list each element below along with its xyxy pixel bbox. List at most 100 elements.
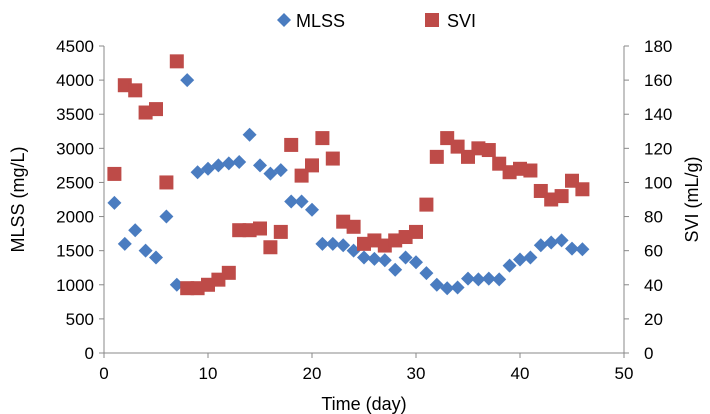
x-tick-label: 50 [615, 364, 634, 383]
mlss-point [450, 280, 465, 295]
mlss-point [523, 250, 538, 265]
y2-tick-label: 160 [644, 71, 672, 90]
x-tick-label: 40 [511, 364, 530, 383]
legend-svi-marker [425, 13, 439, 27]
mlss-point [565, 241, 579, 256]
mlss-point [544, 235, 559, 250]
svi-point [159, 175, 174, 190]
legend-mlss-label: MLSS [296, 11, 345, 31]
y-tick-label: 2000 [56, 208, 94, 227]
mlss-point [481, 271, 496, 286]
y2-tick-label: 100 [644, 173, 672, 192]
svi-point [149, 102, 163, 117]
legend-mlss-marker [277, 13, 291, 27]
mlss-point [273, 163, 288, 178]
x-tick-label: 10 [199, 364, 218, 383]
svi-point [263, 240, 278, 255]
mlss-point [253, 158, 267, 173]
y2-tick-label: 60 [644, 242, 663, 261]
series-layer [107, 54, 590, 296]
mlss-point [138, 243, 153, 258]
mlss-point [107, 195, 122, 210]
svi-point [554, 189, 569, 204]
svi-point [128, 83, 143, 98]
mlss-point [367, 251, 382, 266]
svi-point [575, 182, 590, 197]
y-tick-label: 1000 [56, 276, 94, 295]
y2-tick-label: 0 [644, 344, 653, 363]
mlss-point [471, 272, 486, 287]
mlss-point [221, 156, 236, 171]
y2-tick-label: 120 [644, 139, 672, 158]
y2-tick-label: 40 [644, 276, 663, 295]
y2-tick-label: 140 [644, 105, 672, 124]
mlss-point [242, 127, 257, 142]
series-svi [107, 54, 590, 296]
mlss-point [159, 209, 174, 224]
y-tick-label: 2500 [56, 173, 94, 192]
y-tick-label: 0 [85, 344, 94, 363]
mlss-point [180, 73, 195, 88]
mlss-point [461, 271, 475, 286]
svi-point [273, 224, 288, 239]
x-axis-ticks: 0 10 20 30 40 50 [99, 353, 633, 383]
svi-point [221, 265, 236, 280]
svi-point [305, 158, 319, 173]
mlss-point [492, 272, 507, 287]
y-tick-label: 1500 [56, 242, 94, 261]
svi-point [523, 163, 538, 178]
svi-point [429, 149, 444, 164]
mlss-point [513, 252, 527, 267]
mlss-point [357, 250, 371, 265]
y2-axis-label: SVI (mL/g) [682, 156, 702, 242]
mlss-point [409, 255, 423, 270]
mlss-point [284, 194, 299, 209]
y-tick-label: 500 [66, 310, 94, 329]
y-axis-label: MLSS (mg/L) [8, 146, 28, 252]
mlss-point [502, 258, 517, 273]
mlss-point [336, 238, 351, 253]
y-tick-label: 4000 [56, 71, 94, 90]
mlss-point [128, 223, 143, 238]
y2-axis-ticks: 0 20 40 60 80 100 120 140 160 180 [624, 37, 672, 363]
y2-tick-label: 20 [644, 310, 663, 329]
svi-point [481, 143, 496, 158]
legend-svi-label: SVI [447, 11, 476, 31]
legend: MLSS SVI [277, 11, 476, 31]
plot-frame [103, 46, 625, 354]
mlss-point [211, 158, 226, 173]
series-mlss [107, 73, 590, 296]
mlss-point [398, 250, 413, 265]
svi-point [419, 197, 434, 212]
mlss-point [554, 233, 569, 248]
mlss-point [533, 238, 548, 253]
svi-point [325, 151, 340, 166]
y2-tick-label: 80 [644, 208, 663, 227]
y-axis-ticks: 0 500 1000 1500 2000 2500 3000 3500 4000 4500 [56, 37, 104, 363]
mlss-point [325, 236, 340, 251]
x-tick-label: 30 [407, 364, 426, 383]
x-axis-label: Time (day) [321, 394, 406, 414]
mlss-point [232, 154, 247, 169]
mlss-point [117, 236, 132, 251]
svi-point [346, 219, 361, 234]
y-tick-label: 4500 [56, 37, 94, 56]
y-tick-label: 3500 [56, 105, 94, 124]
y-tick-label: 3000 [56, 139, 94, 158]
mlss-point [575, 242, 590, 257]
mlss-point [305, 202, 319, 217]
svi-point [107, 166, 122, 181]
svi-point [315, 131, 330, 146]
svi-point [169, 54, 184, 69]
mlss-point [388, 262, 403, 277]
mlss-point [419, 266, 434, 281]
svi-point [253, 221, 267, 236]
mlss-point [440, 281, 455, 296]
mlss-point [377, 253, 392, 268]
y2-tick-label: 180 [644, 37, 672, 56]
mlss-point [294, 194, 309, 209]
mlss-point [315, 236, 330, 251]
x-tick-label: 20 [303, 364, 322, 383]
svi-point [409, 224, 423, 239]
